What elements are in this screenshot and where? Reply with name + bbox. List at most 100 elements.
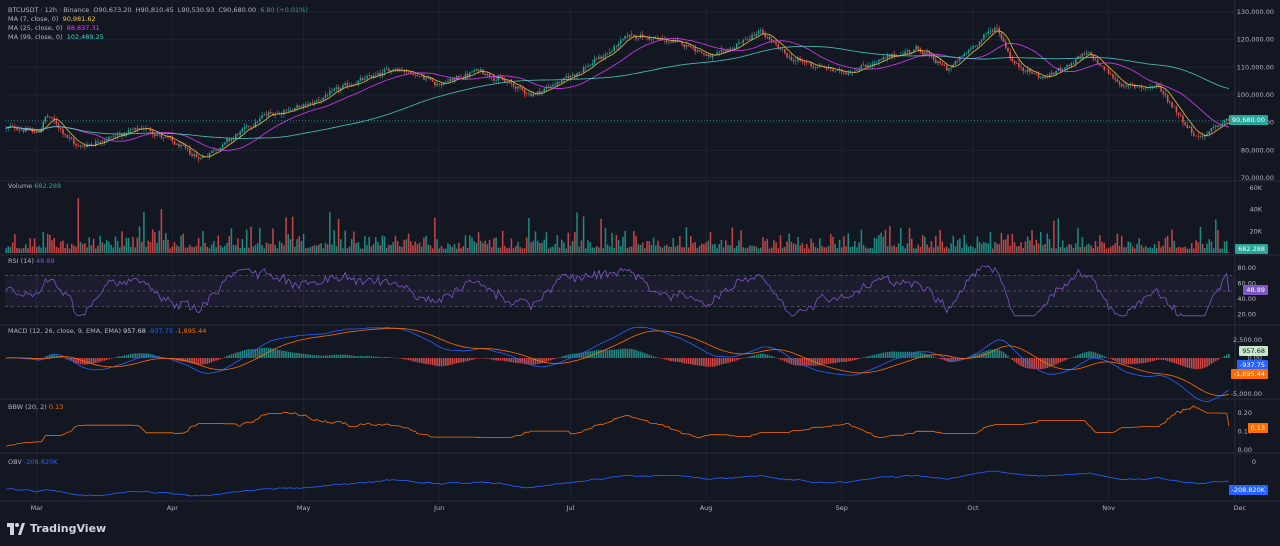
candle-body (856, 70, 858, 72)
volume-bar (224, 245, 226, 253)
macd-histogram-bar (954, 358, 957, 362)
volume-bar (827, 246, 830, 253)
macd-histogram-bar (189, 358, 191, 363)
volume-legend[interactable]: Volume 682.288 (8, 182, 61, 190)
macd-histogram-bar (517, 358, 519, 364)
macd-histogram-bar (1212, 358, 1215, 363)
candle-body (884, 57, 887, 59)
macd-histogram-bar (134, 353, 136, 358)
ma25-legend[interactable]: MA (25, close, 0) 88,837.31 (8, 24, 102, 32)
candle-body (1075, 59, 1077, 64)
volume-bar (438, 248, 440, 253)
candle-body (311, 102, 314, 104)
macd-histogram-bar (1182, 358, 1184, 367)
volume-bar (628, 246, 631, 253)
candle-body (1007, 47, 1009, 52)
volume-bar (460, 248, 462, 253)
volume-bar (840, 247, 843, 253)
price-tick-label: 110,000.00 (1237, 63, 1274, 71)
macd-histogram-bar (541, 358, 543, 364)
macd-histogram-bar (991, 349, 994, 358)
macd-histogram-bar (1190, 358, 1193, 369)
volume-bar (265, 242, 268, 253)
bbw-legend[interactable]: BBW (20, 2) 0.13 (8, 403, 63, 411)
volume-bar (672, 237, 675, 253)
volume-bar (200, 246, 202, 253)
volume-bar (755, 246, 758, 253)
macd-histogram-bar (361, 356, 364, 358)
volume-bar (576, 212, 578, 253)
volume-bar (482, 243, 484, 253)
macd-histogram-bar (383, 357, 386, 358)
macd-histogram-bar (692, 358, 694, 365)
macd-histogram-bar (217, 358, 220, 360)
candle-body (202, 156, 204, 158)
macd-histogram-bar (329, 355, 331, 358)
candle-body (322, 97, 325, 101)
candle-body (1085, 52, 1088, 55)
macd-histogram-bar (757, 354, 760, 358)
macd-histogram-bar (749, 356, 751, 358)
candle-body (1180, 115, 1182, 117)
candle-body (954, 61, 957, 65)
macd-histogram-bar (1068, 358, 1070, 359)
volume-bar (738, 240, 740, 253)
candle-body (773, 40, 775, 43)
candle-body (20, 129, 23, 131)
candle-body (635, 35, 637, 39)
candle-body (624, 35, 626, 39)
candle-body (512, 83, 515, 87)
volume-bar (683, 247, 685, 253)
candle-body (880, 59, 882, 60)
macd-histogram-bar (560, 356, 563, 358)
volume-bar (70, 243, 73, 253)
candle-body (1217, 125, 1219, 127)
macd-histogram-bar (101, 358, 104, 362)
macd-histogram-bar (278, 349, 281, 358)
macd-histogram-bar (486, 358, 489, 359)
obv-legend[interactable]: OBV -208.820K (8, 458, 57, 466)
macd-histogram-bar (99, 358, 101, 362)
ma7-legend[interactable]: MA (7, close, 0) 90,981.62 (8, 15, 98, 23)
symbol-title: BTCUSDT · 12h · Binance (8, 6, 90, 14)
candle-body (270, 112, 272, 114)
volume-bar (615, 234, 618, 253)
candle-body (309, 102, 311, 105)
candle-body (528, 93, 530, 95)
volume-bar (665, 244, 668, 253)
volume-bar (1066, 246, 1068, 253)
volume-bar (263, 248, 265, 253)
volume-bar (434, 217, 436, 253)
macd-histogram-bar (655, 356, 657, 358)
obv-tag: -208.820K (1228, 485, 1268, 495)
macd-histogram-bar (915, 351, 917, 358)
tradingview-logo[interactable]: TradingView (7, 522, 106, 535)
ohlc-change: 6.80 (+0.01%) (260, 6, 308, 14)
volume-bar (385, 247, 388, 253)
candle-body (1103, 66, 1105, 70)
rsi-legend[interactable]: RSI (14) 48.89 (8, 257, 55, 265)
volume-bar (410, 241, 412, 253)
macd-histogram-bar (690, 358, 692, 365)
macd-histogram-bar (206, 358, 209, 364)
macd-histogram-bar (530, 358, 532, 365)
candle-body (788, 56, 790, 58)
macd-histogram-bar (875, 354, 878, 358)
volume-bar (786, 241, 788, 253)
volume-bar (147, 240, 150, 253)
macd-histogram-bar (945, 358, 948, 362)
macd-histogram-bar (1169, 358, 1171, 362)
macd-legend[interactable]: MACD (12, 26, close, 9, EMA, EMA) 957.68… (8, 327, 206, 335)
volume-bar (637, 244, 640, 253)
macd-line-tag: -937.75 (1236, 360, 1268, 370)
price-tag: 90,680.00 (1228, 115, 1268, 125)
macd-histogram-bar (390, 357, 392, 358)
candle-body (840, 70, 843, 72)
ma99-legend[interactable]: MA (99, close, 0) 102,489.25 (8, 33, 106, 41)
macd-histogram-bar (469, 358, 471, 361)
macd-histogram-bar (88, 358, 90, 365)
volume-bar (915, 248, 917, 253)
macd-histogram-bar (902, 351, 904, 358)
macd-histogram-bar (836, 358, 839, 363)
